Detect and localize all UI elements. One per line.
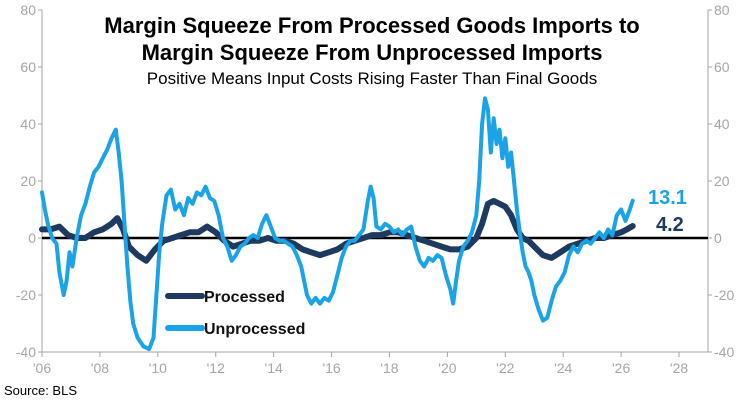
y-axis-left: -40 -20 0 20 40 60 80 xyxy=(16,2,42,360)
legend: Processed Unprocessed xyxy=(165,289,305,338)
x-tick-label: '06 xyxy=(33,360,51,376)
y-tick-label-right: 20 xyxy=(714,173,730,189)
end-value-unprocessed: 13.1 xyxy=(648,187,687,209)
y-tick-label-left: -40 xyxy=(16,344,36,360)
legend-label-unprocessed: Unprocessed xyxy=(204,321,305,338)
x-tick-label: '12 xyxy=(207,360,225,376)
y-tick-label-left: 80 xyxy=(20,2,36,18)
x-tick-label: '18 xyxy=(380,360,398,376)
y-tick-label-left: 20 xyxy=(20,173,36,189)
y-tick-label-right: 0 xyxy=(714,230,722,246)
y-tick-label-left: 40 xyxy=(20,116,36,132)
series-line-processed xyxy=(39,198,636,264)
x-tick-label: '20 xyxy=(438,360,456,376)
series-layer xyxy=(39,96,636,352)
y-tick-label-left: 60 xyxy=(20,59,36,75)
y-tick-label-left: -20 xyxy=(16,287,36,303)
x-tick-label: '24 xyxy=(554,360,572,376)
chart-title-line2: Margin Squeeze From Unprocessed Imports xyxy=(142,40,603,65)
x-tick-label: '14 xyxy=(265,360,283,376)
series-line-unprocessed xyxy=(40,96,635,352)
y-tick-label-right: 40 xyxy=(714,116,730,132)
y-tick-label-right: 80 xyxy=(714,2,730,18)
y-axis-right: -40 -20 0 20 40 60 80 xyxy=(708,2,734,360)
source-note: Source: BLS xyxy=(4,383,77,398)
x-tick-label: '10 xyxy=(149,360,167,376)
x-tick-label: '26 xyxy=(612,360,630,376)
chart-title-line1: Margin Squeeze From Processed Goods Impo… xyxy=(104,13,639,38)
x-tick-label: '22 xyxy=(496,360,514,376)
end-value-processed: 4.2 xyxy=(656,214,684,236)
chart-subtitle: Positive Means Input Costs Rising Faster… xyxy=(147,69,597,88)
y-tick-label-right: 60 xyxy=(714,59,730,75)
y-tick-label-left: 0 xyxy=(28,230,36,246)
x-tick-label: '08 xyxy=(91,360,109,376)
x-axis: '06 '08 '10 '12 '14 '16 '18 '20 '22 '24 '26 '28 xyxy=(33,352,688,376)
x-tick-label: '16 xyxy=(322,360,340,376)
x-tick-label: '28 xyxy=(670,360,688,376)
legend-label-processed: Processed xyxy=(204,289,285,306)
y-tick-label-right: -40 xyxy=(714,344,734,360)
y-tick-label-right: -20 xyxy=(714,287,734,303)
